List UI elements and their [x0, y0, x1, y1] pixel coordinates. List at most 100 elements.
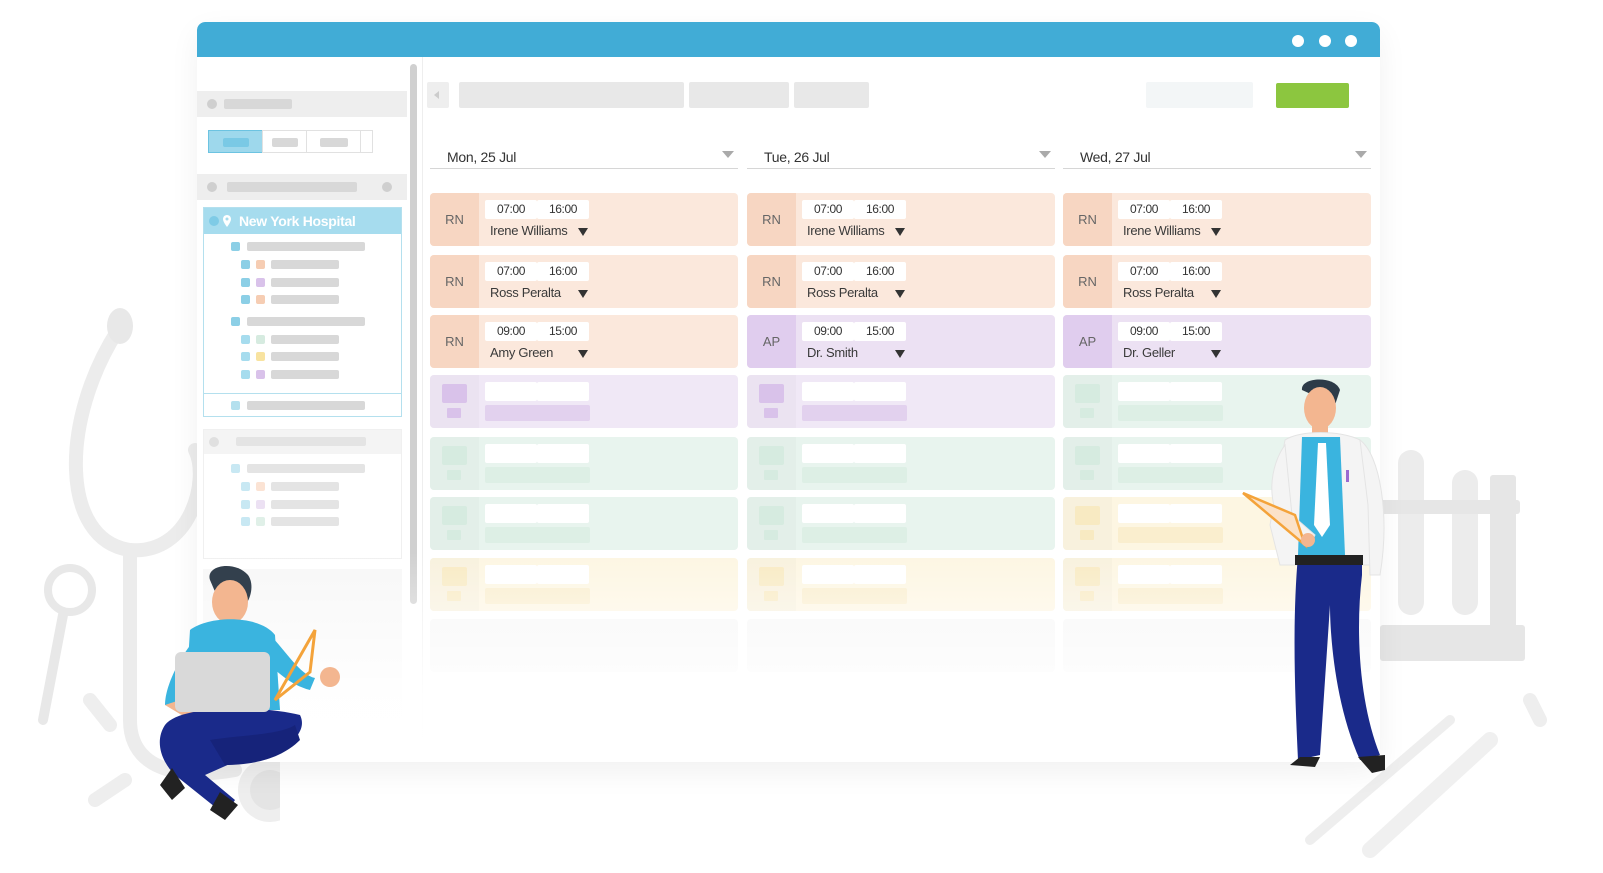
shift-end-time[interactable]: 16:00 — [854, 200, 906, 219]
shift-card[interactable]: RN 07:00 16:00 Ross Peralta — [1063, 255, 1371, 308]
window-dot-icon[interactable] — [1319, 35, 1331, 47]
hospital-group-collapsed — [203, 429, 402, 559]
view-segment-more[interactable] — [360, 130, 373, 153]
toolbar-field-1[interactable] — [459, 82, 684, 108]
empty-shift-card[interactable] — [430, 437, 738, 490]
view-segment-3[interactable] — [306, 130, 361, 153]
shift-card[interactable]: RN 07:00 16:00 Ross Peralta — [430, 255, 738, 308]
app-window: New York Hospital — [197, 22, 1380, 762]
shift-card[interactable]: AP 09:00 15:00 Dr. Smith — [747, 315, 1055, 368]
sidebar-search-placeholder[interactable] — [197, 91, 407, 117]
magnifier-icon — [38, 564, 96, 725]
shift-start-time[interactable]: 07:00 — [1118, 262, 1170, 281]
caret-down-icon[interactable] — [895, 228, 905, 236]
toolbar-field-2[interactable] — [689, 82, 789, 108]
day-header[interactable]: Mon, 25 Jul — [430, 137, 738, 169]
chevron-down-icon[interactable] — [1039, 151, 1051, 158]
assigned-person[interactable]: Ross Peralta — [807, 285, 878, 300]
view-segment-2[interactable] — [262, 130, 307, 153]
assigned-person[interactable]: Irene Williams — [807, 223, 885, 238]
empty-shift-card[interactable] — [747, 437, 1055, 490]
chevron-down-icon[interactable] — [722, 151, 734, 158]
caret-down-icon[interactable] — [1211, 290, 1221, 298]
shift-role: AP — [1063, 315, 1112, 368]
pill-icon — [83, 693, 132, 807]
day-header[interactable]: Tue, 26 Jul — [747, 137, 1055, 169]
assigned-person[interactable]: Dr. Geller — [1123, 345, 1175, 360]
caret-down-icon[interactable] — [578, 290, 588, 298]
shift-end-time[interactable]: 16:00 — [537, 200, 589, 219]
window-titlebar — [197, 22, 1380, 57]
shift-end-time[interactable]: 15:00 — [537, 322, 589, 341]
shift-card[interactable]: AP 09:00 15:00 Dr. Geller — [1063, 315, 1371, 368]
empty-shift-card[interactable] — [430, 558, 738, 611]
assigned-person[interactable]: Dr. Smith — [807, 345, 858, 360]
day-label: Tue, 26 Jul — [764, 149, 830, 165]
shift-end-time[interactable]: 16:00 — [1170, 262, 1222, 281]
window-dot-icon[interactable] — [1292, 35, 1304, 47]
caret-down-icon[interactable] — [895, 350, 905, 358]
shift-start-time[interactable]: 07:00 — [1118, 200, 1170, 219]
day-header[interactable]: Wed, 27 Jul — [1063, 137, 1371, 169]
shift-start-time[interactable]: 09:00 — [802, 322, 854, 341]
chevron-down-icon[interactable] — [1355, 151, 1367, 158]
toolbar-field-3[interactable] — [794, 82, 869, 108]
syringe-icon — [1305, 693, 1547, 858]
empty-shift-card[interactable] — [747, 497, 1055, 550]
test-tube-rack-icon — [1380, 430, 1530, 670]
sidebar-scrollbar[interactable] — [410, 64, 417, 604]
hospital-header[interactable]: New York Hospital — [204, 208, 401, 234]
shift-card[interactable]: RN 07:00 16:00 Ross Peralta — [747, 255, 1055, 308]
empty-shift-card[interactable] — [430, 375, 738, 428]
toolbar-secondary-button[interactable] — [1146, 82, 1253, 108]
shift-role: RN — [430, 315, 479, 368]
empty-shift-card[interactable] — [747, 558, 1055, 611]
person-with-laptop-illustration — [159, 565, 340, 820]
empty-shift-card[interactable] — [747, 619, 1055, 672]
shift-end-time[interactable]: 16:00 — [537, 262, 589, 281]
shift-start-time[interactable]: 09:00 — [485, 322, 537, 341]
shift-role: RN — [747, 193, 796, 246]
day-label: Wed, 27 Jul — [1080, 149, 1151, 165]
caret-down-icon[interactable] — [578, 350, 588, 358]
empty-shift-card[interactable] — [747, 375, 1055, 428]
shift-role: RN — [1063, 255, 1112, 308]
shift-role: RN — [430, 193, 479, 246]
day-label: Mon, 25 Jul — [447, 149, 517, 165]
shift-card[interactable]: RN 09:00 15:00 Amy Green — [430, 315, 738, 368]
shift-card[interactable]: RN 07:00 16:00 Irene Williams — [1063, 193, 1371, 246]
view-segment-1[interactable] — [208, 130, 263, 153]
caret-down-icon[interactable] — [578, 228, 588, 236]
shift-end-time[interactable]: 16:00 — [854, 262, 906, 281]
shift-end-time[interactable]: 15:00 — [854, 322, 906, 341]
assigned-person[interactable]: Irene Williams — [490, 223, 568, 238]
shift-end-time[interactable]: 16:00 — [1170, 200, 1222, 219]
shift-start-time[interactable]: 07:00 — [802, 200, 854, 219]
shift-card[interactable]: RN 07:00 16:00 Irene Williams — [747, 193, 1055, 246]
assigned-person[interactable]: Ross Peralta — [490, 285, 561, 300]
toolbar-primary-button[interactable] — [1276, 83, 1349, 108]
shift-role: RN — [430, 255, 479, 308]
sidebar-filter-placeholder[interactable] — [197, 174, 407, 200]
empty-shift-card[interactable] — [430, 497, 738, 550]
assigned-person[interactable]: Irene Williams — [1123, 223, 1201, 238]
caret-down-icon[interactable] — [1211, 228, 1221, 236]
prev-week-button[interactable] — [427, 82, 449, 108]
shift-start-time[interactable]: 07:00 — [485, 262, 537, 281]
shift-card[interactable]: RN 07:00 16:00 Irene Williams — [430, 193, 738, 246]
shift-role: RN — [1063, 193, 1112, 246]
location-pin-icon — [223, 215, 231, 227]
shift-start-time[interactable]: 07:00 — [802, 262, 854, 281]
shift-start-time[interactable]: 09:00 — [1118, 322, 1170, 341]
caret-down-icon[interactable] — [1211, 350, 1221, 358]
assigned-person[interactable]: Amy Green — [490, 345, 554, 360]
hospital-name: New York Hospital — [239, 213, 356, 229]
empty-shift-card[interactable] — [430, 619, 738, 672]
shift-end-time[interactable]: 15:00 — [1170, 322, 1222, 341]
hospital-group: New York Hospital — [203, 207, 402, 417]
shift-start-time[interactable]: 07:00 — [485, 200, 537, 219]
assigned-person[interactable]: Ross Peralta — [1123, 285, 1194, 300]
window-dot-icon[interactable] — [1345, 35, 1357, 47]
caret-down-icon[interactable] — [895, 290, 905, 298]
